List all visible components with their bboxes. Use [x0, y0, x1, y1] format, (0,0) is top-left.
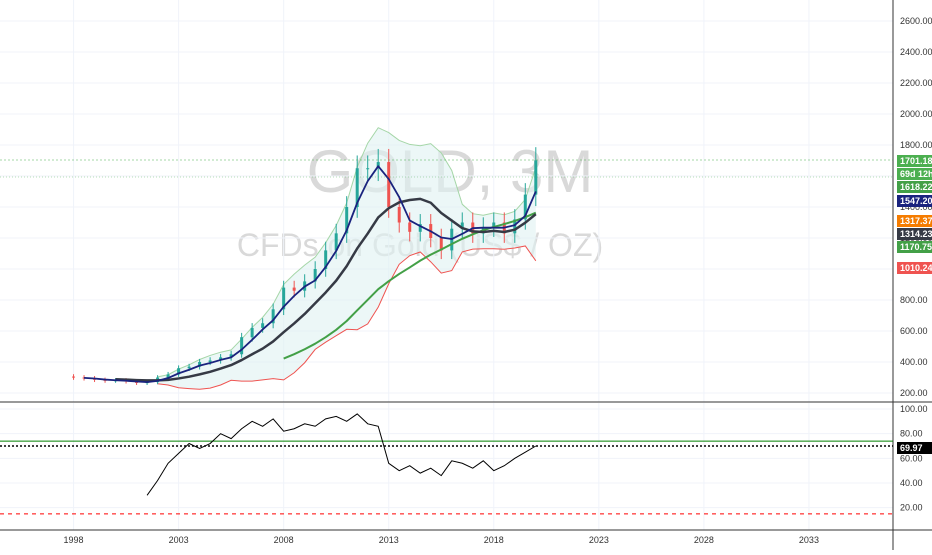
rsi-line[interactable]	[146, 413, 537, 496]
price-badges: 1701.18 69d 12h 1618.22 1547.20 1317.37 …	[897, 155, 932, 454]
last-price-badge	[897, 155, 932, 167]
level-badge	[897, 215, 932, 227]
candle-body[interactable]	[219, 357, 223, 361]
candle-body[interactable]	[177, 368, 181, 375]
price-tick-label[interactable]: 1800.00	[900, 140, 932, 150]
time-tick-label[interactable]: 2023	[589, 535, 609, 545]
candle-body[interactable]	[355, 168, 359, 207]
candle-body[interactable]	[261, 323, 265, 328]
candle-body[interactable]	[334, 233, 338, 251]
time-tick-label[interactable]: 1998	[64, 535, 84, 545]
price-tick-label[interactable]: 2400.00	[900, 47, 932, 57]
moving-averages[interactable]	[83, 165, 537, 384]
level-label: 1317.37	[900, 216, 932, 226]
fast-ma-line[interactable]	[83, 165, 537, 384]
oscillator-axis-labels[interactable]: 20.00 40.00 60.00 80.00 100.00	[900, 404, 928, 513]
candle-body[interactable]	[387, 162, 391, 207]
long-ma-badge	[897, 241, 932, 253]
candle-body[interactable]	[418, 224, 422, 232]
last-price-label: 1701.18	[900, 156, 932, 166]
candle-body[interactable]	[460, 222, 464, 229]
upper-band-badge	[897, 181, 932, 193]
candle-body[interactable]	[513, 219, 517, 234]
price-tick-label[interactable]: 800.00	[900, 295, 928, 305]
price-tick-label[interactable]: 600.00	[900, 326, 928, 336]
time-tick-label[interactable]: 2008	[274, 535, 294, 545]
candle-body[interactable]	[492, 222, 496, 228]
bollinger-fill	[157, 127, 536, 390]
candle-body[interactable]	[376, 162, 380, 169]
price-tick-label[interactable]: 2600.00	[900, 16, 932, 26]
time-tick-label[interactable]: 2033	[799, 535, 819, 545]
osc-tick-label[interactable]: 80.00	[900, 429, 923, 439]
long-ma-label: 1170.75	[900, 242, 932, 252]
candle-body[interactable]	[72, 376, 76, 378]
candle-body[interactable]	[271, 309, 275, 324]
osc-tick-label[interactable]: 60.00	[900, 453, 923, 463]
countdown-badge	[897, 168, 932, 180]
time-tick-label[interactable]: 2018	[484, 535, 504, 545]
fast-ma-label: 1547.20	[900, 196, 932, 206]
candle-body[interactable]	[345, 207, 349, 234]
upper-band-label: 1618.22	[900, 182, 932, 192]
candle-body[interactable]	[324, 250, 328, 269]
candle-body[interactable]	[366, 168, 370, 170]
rsi-oscillator[interactable]	[0, 413, 893, 515]
price-tick-label[interactable]: 2200.00	[900, 78, 932, 88]
osc-tick-label[interactable]: 20.00	[900, 503, 923, 513]
slow-ma-line[interactable]	[115, 197, 537, 382]
osc-tick-label[interactable]: 40.00	[900, 478, 923, 488]
candle-body[interactable]	[229, 354, 233, 358]
candle-body[interactable]	[292, 287, 296, 291]
candle-body[interactable]	[313, 269, 317, 282]
candle-body[interactable]	[240, 337, 244, 355]
candle-body[interactable]	[397, 207, 401, 223]
rsi-value-label: 69.97	[900, 443, 923, 453]
candle-body[interactable]	[187, 366, 191, 369]
countdown-label: 69d 12h	[900, 169, 932, 179]
time-tick-label[interactable]: 2003	[169, 535, 189, 545]
candle-body[interactable]	[408, 222, 412, 232]
time-tick-label[interactable]: 2013	[379, 535, 399, 545]
price-tick-label[interactable]: 200.00	[900, 388, 928, 398]
fast-ma-badge	[897, 195, 932, 207]
candle-body[interactable]	[166, 374, 170, 378]
lower-band-label: 1010.24	[900, 263, 932, 273]
osc-tick-label[interactable]: 100.00	[900, 404, 928, 414]
candle-body[interactable]	[534, 160, 538, 195]
price-tick-label[interactable]: 400.00	[900, 357, 928, 367]
candle-body[interactable]	[439, 238, 443, 251]
candle-body[interactable]	[198, 362, 202, 367]
rsi-value-badge	[897, 442, 932, 454]
candle-body[interactable]	[208, 360, 212, 362]
bollinger-lower-line	[157, 245, 537, 390]
time-tick-label[interactable]: 2028	[694, 535, 714, 545]
slow-ma-label: 1314.23	[900, 229, 932, 239]
candle-body[interactable]	[523, 194, 527, 220]
time-axis-labels[interactable]: 1998 2003 2008 2013 2018 2023 2028 2033	[64, 535, 819, 545]
candle-body[interactable]	[250, 327, 254, 338]
candle-body[interactable]	[282, 287, 286, 310]
slow-ma-badge	[897, 228, 932, 240]
oscillator-grid	[0, 403, 893, 530]
lower-band-badge	[897, 262, 932, 274]
price-tick-label[interactable]: 2000.00	[900, 109, 932, 119]
